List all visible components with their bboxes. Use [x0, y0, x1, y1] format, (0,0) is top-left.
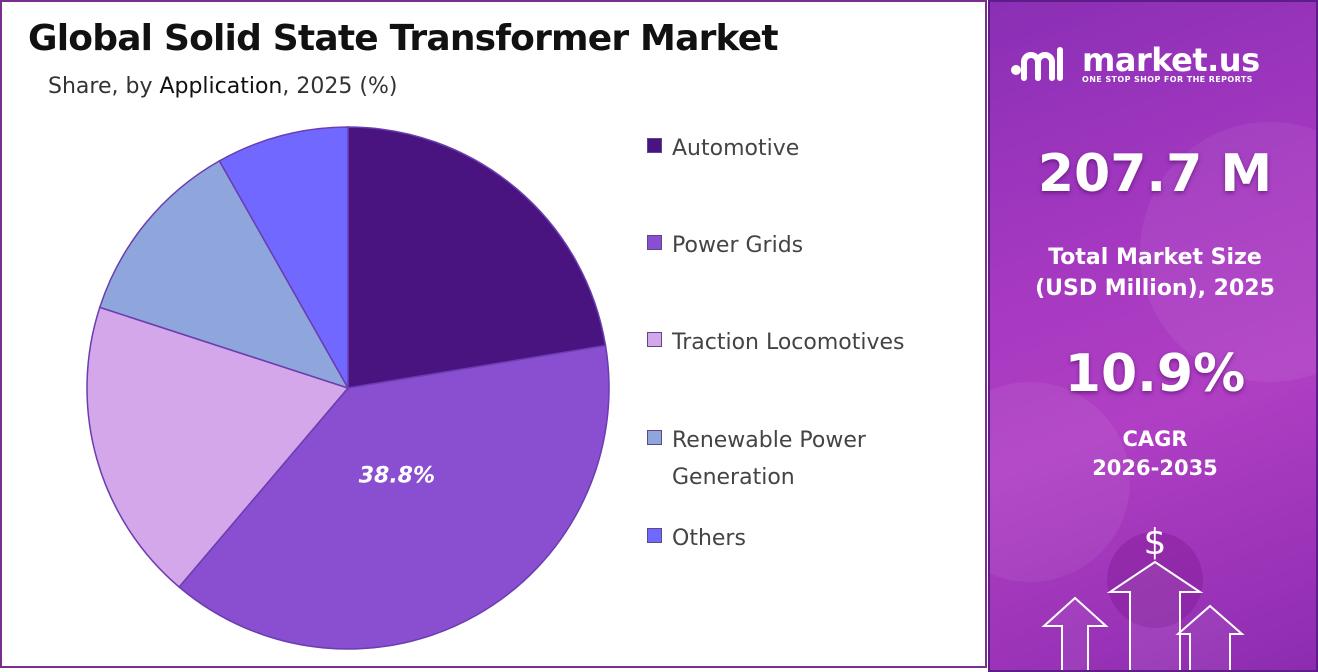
legend-label-automotive: Automotive [672, 136, 800, 161]
cagr-label-line1: CAGR [1122, 427, 1188, 451]
legend-item-others: Others [647, 520, 962, 557]
legend-item-automotive: Automotive [647, 130, 962, 167]
brand-name: market.us [1082, 40, 1260, 79]
cagr-label-line2: 2026-2035 [1092, 456, 1218, 480]
market-size-label-line1: Total Market Size [1048, 245, 1262, 270]
data-label-power-grids: 38.8% [359, 463, 435, 488]
market-size-label-line2: (USD Million), 2025 [1035, 276, 1275, 301]
dollar-icon: $ [1144, 522, 1167, 563]
legend-label-renewable-power-generation: Renewable Power Generation [672, 428, 866, 490]
cagr-value: 10.9% [1064, 344, 1246, 404]
legend-item-traction-locomotives: Traction Locomotives [647, 324, 962, 361]
summary-panel: market.us ONE STOP SHOP FOR THE REPORTS … [988, 0, 1318, 672]
pie-slice-others [218, 126, 349, 391]
chart-subtitle: Share, by Application, 2025 (%) [48, 74, 397, 99]
growth-arrows-icon: $ [1041, 522, 1245, 670]
legend-swatch-renewable-power-generation [647, 430, 662, 445]
subtitle-prefix: Share, by [48, 74, 160, 99]
legend-item-renewable-power-generation: Renewable Power Generation [647, 422, 962, 496]
pie-slice-renewable-power-generation [98, 159, 350, 390]
legend-item-power-grids: Power Grids [647, 227, 962, 264]
brand: market.us ONE STOP SHOP FOR THE REPORTS [1010, 44, 1260, 84]
legend-swatch-automotive [647, 138, 662, 153]
legend-swatch-power-grids [647, 235, 662, 250]
pie-chart: 38.8% [86, 126, 610, 650]
pie-slice-traction-locomotives [86, 306, 350, 589]
legend-swatch-others [647, 528, 662, 543]
legend-label-power-grids: Power Grids [672, 233, 804, 258]
chart-panel: Global Solid State Transformer Market Sh… [0, 0, 987, 668]
brand-tagline: ONE STOP SHOP FOR THE REPORTS [1082, 74, 1253, 84]
legend-swatch-traction-locomotives [647, 332, 662, 347]
legend-label-others: Others [672, 526, 746, 551]
market-size-value: 207.7 M [1037, 144, 1273, 204]
subtitle-dimension: Application [159, 74, 283, 99]
subtitle-suffix: , 2025 (%) [282, 74, 398, 99]
pie-slice-automotive [347, 126, 607, 389]
legend-label-traction-locomotives: Traction Locomotives [672, 330, 905, 355]
pie-slice-power-grids [178, 344, 610, 650]
market-us-logo-icon [1011, 47, 1063, 81]
chart-title: Global Solid State Transformer Market [28, 18, 779, 59]
